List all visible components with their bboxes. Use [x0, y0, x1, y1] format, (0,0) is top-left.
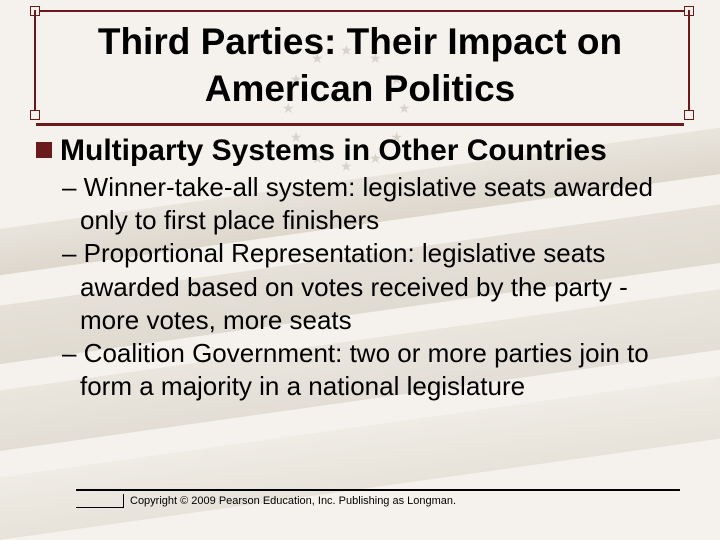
title-border: [34, 10, 36, 114]
slide-content: Third Parties: Their Impact on American …: [0, 0, 720, 404]
bullet-level2: – Coalition Government: two or more part…: [36, 337, 682, 404]
body-area: Multiparty Systems in Other Countries – …: [34, 134, 686, 404]
level1-text: Multiparty Systems in Other Countries: [60, 134, 607, 167]
bullet-level2: – Proportional Representation: legislati…: [36, 237, 682, 337]
title-frame: Third Parties: Their Impact on American …: [36, 10, 684, 126]
footer-logo-box: [76, 494, 124, 508]
title-border: [688, 10, 690, 114]
bullet-level1: Multiparty Systems in Other Countries: [36, 134, 682, 167]
slide-title: Third Parties: Their Impact on American …: [36, 12, 684, 119]
corner-box: [30, 110, 40, 120]
footer-rule: [76, 489, 680, 491]
bullet-level2: – Winner-take-all system: legislative se…: [36, 171, 682, 238]
square-bullet-icon: [36, 142, 52, 158]
footer: Copyright © 2009 Pearson Education, Inc.…: [76, 489, 680, 508]
copyright-text: Copyright © 2009 Pearson Education, Inc.…: [130, 494, 456, 507]
corner-box: [684, 110, 694, 120]
